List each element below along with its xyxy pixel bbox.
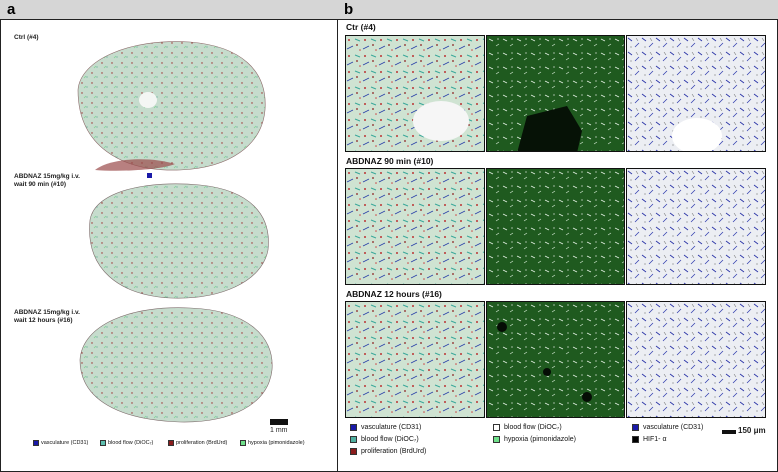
scale-bar-b [722,430,736,434]
tile-12h-gray [626,301,766,418]
legend-a-blood-flow: blood flow (DiOC₇) [100,440,153,446]
legend-a-hypoxia: hypoxia (pimonidazole) [240,440,305,446]
swatch [100,440,106,446]
legend-b-blood-flow: blood flow (DiOC₇) [350,436,419,443]
legend-b-proliferation: proliferation (BrdUrd) [350,448,426,455]
panel-b-letter: b [344,1,354,18]
panel-a-header [0,0,338,20]
tumor-section-12h [79,307,273,423]
swatch [493,436,500,443]
legend-b-hypoxia: hypoxia (pimonidazole) [493,436,576,443]
tile-12h-green [486,301,625,418]
legend-b-blood-flow-white: blood flow (DiOC₇) [493,424,562,431]
scale-bar-a [270,419,288,425]
row-label-90min: ABDNAZ 90 min (#10) [346,156,434,166]
row-label-ctr: Ctr (#4) [346,22,376,32]
legend-a-vasculature: vasculature (CD31) [33,440,88,446]
legend-b-vasculature: vasculature (CD31) [350,424,421,431]
tile-ctr-green [486,35,625,152]
legend-a-proliferation: proliferation (BrdUrd) [168,440,227,446]
swatch [240,440,246,446]
section-label-90min: ABDNAZ 15mg/kg i.v. wait 90 min (#10) [14,173,80,188]
swatch [632,424,639,431]
section-label-12h: ABDNAZ 15mg/kg i.v. wait 12 hours (#16) [14,309,80,324]
tile-ctr-gray [626,35,766,152]
legend-b-vasculature-gray: vasculature (CD31) [632,424,703,431]
swatch [632,436,639,443]
swatch [350,448,357,455]
blue-marker [147,173,152,178]
scale-bar-b-label: 150 μm [738,426,766,435]
tile-12h-merge [345,301,485,418]
swatch [350,436,357,443]
tumor-fragment-90min [95,159,175,171]
tile-90min-merge [345,168,485,285]
swatch [493,424,500,431]
legend-b-hif1a: HIF1- α [632,436,667,443]
swatch [33,440,39,446]
scale-bar-a-label: 1 mm [270,427,288,434]
panel-a-letter: a [7,1,16,18]
swatch [350,424,357,431]
tumor-section-ctrl [77,41,266,171]
tumor-section-90min [89,183,269,299]
swatch [168,440,174,446]
tile-ctr-merge [345,35,485,152]
section-label-ctrl: Ctrl (#4) [14,34,39,41]
tumor-section-images [77,41,273,423]
tile-90min-gray [626,168,766,285]
tile-90min-green [486,168,625,285]
panel-b-header [337,0,778,20]
row-label-12h: ABDNAZ 12 hours (#16) [346,289,442,299]
